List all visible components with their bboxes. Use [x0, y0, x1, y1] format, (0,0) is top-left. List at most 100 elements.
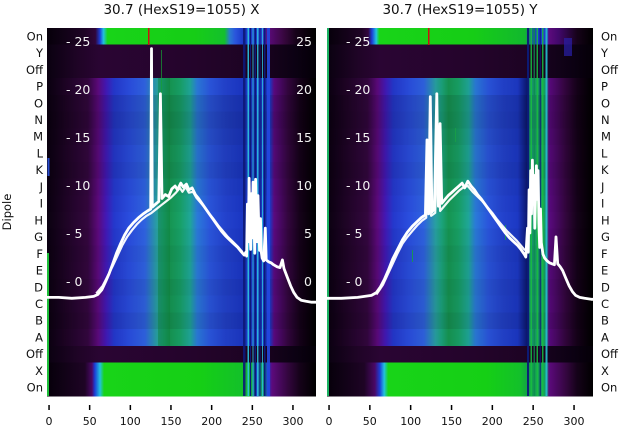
heatmap-row-shade	[327, 94, 593, 113]
y-tick-label-left: - 10	[66, 178, 90, 193]
x-tick-label: 200	[482, 415, 503, 428]
heatmap-row-shade	[327, 161, 593, 180]
row-label-left-l-7: L	[37, 147, 44, 161]
heatmap-artifact	[536, 28, 538, 396]
row-label-right-i-10: I	[601, 197, 604, 211]
y-tick-label-left: - 10	[346, 178, 370, 193]
x-tick-label: 50	[363, 415, 377, 428]
x-tick-label: 200	[201, 415, 222, 428]
row-label-right-p-3: P	[601, 80, 608, 94]
heatmap-row-l	[327, 145, 593, 163]
heatmap-row-off	[47, 345, 316, 364]
x-tick-label: 250	[242, 415, 263, 428]
panel-x: - 0 0 - 5 5 - 10 10 - 15 15 - 20 20 - 25 25	[47, 28, 316, 397]
heatmap-row-shade	[327, 145, 593, 163]
heatmap-row-shade	[47, 94, 316, 113]
heatmap-row-i	[327, 195, 593, 213]
x-tick-label: 150	[161, 415, 182, 428]
heatmap-row-shade	[47, 278, 316, 297]
x-tick-label: 0	[46, 415, 53, 428]
x-tick-mark	[170, 405, 172, 410]
heatmap-row-shade	[47, 229, 316, 246]
heatmap-row-n	[327, 111, 593, 129]
row-label-left-o-4: O	[34, 96, 43, 110]
heatmap-row-x	[327, 362, 593, 380]
row-label-left-on-0: On	[27, 29, 43, 43]
heatmap-row-shade	[47, 161, 316, 180]
panel-x-title: 30.7 (HexS19=1055) X	[103, 2, 260, 18]
y-tick-label-left: - 15	[66, 130, 90, 145]
heatmap-artifact	[412, 250, 414, 262]
panel-y: - 0 - 5 - 10 - 15 - 20 - 25	[327, 28, 593, 397]
heatmap-artifact	[243, 28, 246, 396]
heatmap-row-shade	[47, 245, 316, 263]
x-tick-label: 300	[564, 415, 585, 428]
row-label-left-j-9: J	[39, 180, 43, 194]
row-label-right-x-20: X	[601, 364, 609, 378]
row-label-right-m-6: M	[601, 130, 611, 144]
x-tick-label: 50	[83, 415, 97, 428]
row-label-left-x-20: X	[35, 364, 43, 378]
heatmap-row-shade	[327, 245, 593, 263]
heatmap-row-shade	[47, 195, 316, 212]
x-tick-mark	[532, 405, 534, 410]
row-label-right-l-7: L	[601, 147, 608, 161]
x-tick-mark	[292, 405, 294, 410]
heatmap-row-shade	[47, 111, 316, 129]
y-tick-label-right: 10	[296, 178, 312, 193]
y-tick-label-right: 25	[296, 34, 312, 49]
heatmap-row-shade	[327, 111, 593, 129]
heatmap-row-on	[327, 379, 593, 397]
x-tick-mark	[409, 405, 412, 410]
heatmap-row-a	[327, 329, 593, 347]
row-label-left-k-8: K	[35, 163, 43, 177]
row-label-left-off-2: Off	[26, 63, 44, 77]
heatmap-row-shade	[327, 262, 593, 280]
row-label-left-p-3: P	[36, 80, 43, 94]
y-tick-label-left: - 15	[346, 130, 370, 145]
heatmap-row-shade	[47, 145, 316, 163]
row-label-left-i-10: I	[40, 197, 43, 211]
heatmap-artifact	[455, 128, 457, 142]
x-tick-mark	[369, 405, 371, 410]
row-label-left-on-21: On	[27, 381, 43, 395]
heatmap-row-m	[327, 128, 593, 146]
heatmap-row-x	[47, 362, 316, 380]
x-tick-label: 250	[523, 415, 544, 428]
y-tick-label-left: - 0	[346, 274, 362, 289]
x-tick-mark	[48, 405, 50, 410]
panel-y-title: 30.7 (HexS19=1055) Y	[382, 2, 538, 18]
row-label-left-off-19: Off	[26, 347, 44, 361]
row-label-right-on-0: On	[601, 29, 617, 43]
x-tick-mark	[210, 405, 213, 410]
x-tick-label: 100	[400, 415, 421, 428]
row-label-left-f-13: F	[36, 247, 43, 261]
x-tick-mark	[129, 405, 132, 410]
heatmap-artifact	[542, 28, 544, 396]
heatmap-row-e	[327, 262, 593, 280]
row-label-right-d-15: D	[601, 280, 610, 294]
red-marker-line	[428, 28, 430, 45]
heatmap-row-off	[327, 345, 593, 364]
heatmap-row-k	[327, 161, 593, 180]
heatmap-row-j	[327, 178, 593, 196]
heatmap-row-d	[327, 278, 593, 297]
x-tick-mark	[573, 405, 575, 410]
row-label-left-c-16: C	[35, 297, 43, 311]
row-label-right-a-18: A	[601, 331, 609, 345]
row-label-right-off-2: Off	[601, 63, 619, 77]
row-label-left-g-12: G	[34, 230, 43, 244]
x-tick-mark	[328, 405, 330, 410]
x-tick-mark	[88, 405, 91, 410]
heatmap-artifact	[545, 28, 548, 396]
row-label-left-a-18: A	[35, 331, 43, 345]
heatmap-row-on	[327, 28, 593, 46]
row-label-right-on-21: On	[601, 381, 617, 395]
y-tick-label-left: - 0	[66, 274, 82, 289]
heatmap-row-o	[327, 94, 593, 113]
row-label-left-y-1: Y	[35, 46, 44, 60]
heatmap-row-shade	[327, 178, 593, 196]
row-label-right-e-14: E	[601, 264, 608, 278]
